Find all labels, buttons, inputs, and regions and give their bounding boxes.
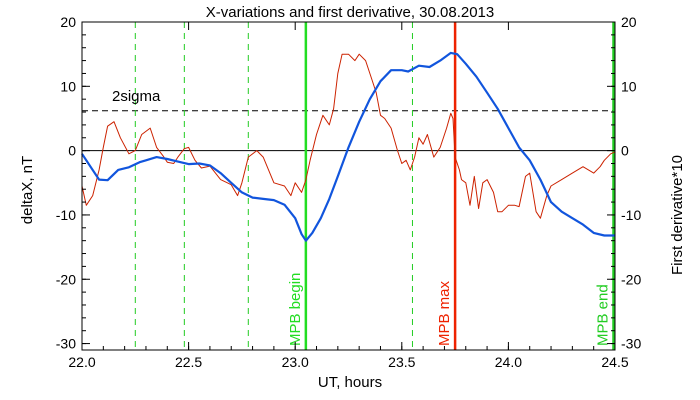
y-right-tick-label-5: -30 bbox=[621, 336, 641, 352]
threshold-label: 2sigma bbox=[112, 88, 161, 105]
series-layer bbox=[81, 51, 616, 242]
y-left-tick-label-1: 10 bbox=[60, 78, 76, 94]
mpb-begin-label: MPB begin bbox=[287, 273, 304, 346]
y-right-tick-label-2: 0 bbox=[621, 143, 629, 159]
y-left-tick-label-5: -30 bbox=[56, 336, 76, 352]
y-axis-right-label: First derivative*10 bbox=[669, 155, 686, 275]
x-tick-label-3: 23.5 bbox=[388, 354, 415, 370]
y-left-tick-label-4: -20 bbox=[56, 271, 76, 287]
mpb-max-label: MPB max bbox=[436, 280, 453, 346]
x-tick-label-4: 24.0 bbox=[495, 354, 522, 370]
x-tick-label-2: 23.0 bbox=[282, 354, 309, 370]
x-tick-label-0: 22.0 bbox=[68, 354, 95, 370]
y-left-tick-label-2: 0 bbox=[68, 143, 76, 159]
labels-layer: 2sigma MPB begin MPB max MPB end bbox=[112, 88, 612, 346]
grid-layer bbox=[82, 22, 615, 350]
y-axis-left: 20 10 0 -10 -20 -30 bbox=[56, 14, 90, 352]
events-layer bbox=[304, 22, 615, 350]
series-derivative-line bbox=[81, 53, 616, 219]
y-right-tick-label-0: 20 bbox=[621, 14, 637, 30]
y-right-tick-label-3: -10 bbox=[621, 207, 641, 223]
y-right-tick-label-4: -20 bbox=[621, 271, 641, 287]
y-left-tick-label-3: -10 bbox=[56, 207, 76, 223]
y-axis-left-label: deltaX, nT bbox=[19, 156, 36, 224]
y-left-tick-label-0: 20 bbox=[60, 14, 76, 30]
x-axis: 22.0 22.5 23.0 23.5 24.0 24.5 bbox=[68, 22, 629, 370]
y-right-tick-label-1: 10 bbox=[621, 78, 637, 94]
series-deltax-line bbox=[81, 51, 615, 242]
plot-frame bbox=[81, 21, 616, 351]
x-axis-label: UT, hours bbox=[318, 374, 382, 391]
mpb-end-label: MPB end bbox=[595, 284, 612, 346]
x-tick-label-1: 22.5 bbox=[175, 354, 202, 370]
chart-title: X-variations and first derivative, 30.08… bbox=[206, 4, 495, 21]
x-tick-label-5: 24.5 bbox=[601, 354, 628, 370]
y-axis-right: 20 10 0 -10 -20 -30 bbox=[607, 14, 641, 352]
